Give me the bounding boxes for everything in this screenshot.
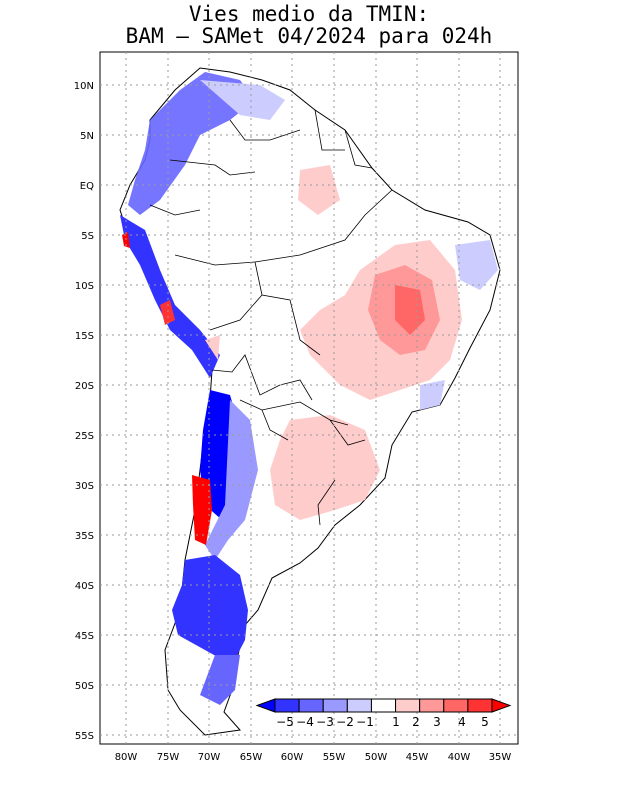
map-title-line2: BAM – SAMet 04/2024 para 024h: [125, 24, 493, 48]
colorbar-label: −5: [276, 715, 294, 729]
lat-label: 40S: [75, 581, 94, 592]
colorbar-cell: [395, 698, 421, 713]
colorbar-cell: [274, 698, 300, 713]
cold-bias-areas: [120, 72, 498, 705]
colorbar-label: 2: [412, 715, 420, 729]
lon-label: 75W: [157, 752, 180, 763]
lon-label: 45W: [406, 752, 429, 763]
lat-label: 25S: [75, 431, 94, 442]
warm-bias-areas: [122, 165, 462, 545]
colorbar-label: −3: [316, 715, 334, 729]
colorbar-label: 4: [458, 715, 466, 729]
country-borders: [149, 109, 393, 526]
lat-label: 5S: [81, 231, 94, 242]
lon-label: 60W: [281, 752, 304, 763]
lon-label: 70W: [198, 752, 221, 763]
colorbar-label: −1: [356, 715, 374, 729]
colorbar: −5 −4 −3 −2 −1 1 2 3 4 5: [255, 698, 512, 729]
colorbar-cell: [467, 698, 493, 713]
colorbar-label: −2: [336, 715, 354, 729]
colorbar-cell: [322, 698, 348, 713]
lon-label: 40W: [448, 752, 471, 763]
lon-label: 35W: [489, 752, 512, 763]
lon-label: 80W: [115, 752, 138, 763]
lat-label: 45S: [75, 631, 94, 642]
lat-label: 50S: [75, 681, 94, 692]
colorbar-cell: [419, 698, 445, 713]
lat-label: 10N: [74, 81, 94, 92]
colorbar-label: −4: [296, 715, 314, 729]
lat-label: 20S: [75, 381, 94, 392]
latitude-labels: 10N 5N EQ 5S 10S 15S 20S 25S 30S 35S 40S…: [74, 81, 94, 742]
lat-label: EQ: [80, 181, 94, 192]
map-graticule: [100, 52, 518, 744]
colorbar-cell: [443, 698, 469, 713]
lat-label: 10S: [75, 281, 94, 292]
lat-label: 30S: [75, 481, 94, 492]
colorbar-cell: [346, 698, 372, 713]
colorbar-label: 3: [433, 715, 441, 729]
colorbar-cell: [370, 698, 397, 713]
lat-label: 15S: [75, 331, 94, 342]
map-title-line1: Vies medio da TMIN:: [188, 2, 430, 26]
colorbar-label: 1: [392, 715, 400, 729]
lat-label: 55S: [75, 731, 94, 742]
lon-label: 55W: [323, 752, 346, 763]
lat-label: 35S: [75, 531, 94, 542]
colorbar-cell: [298, 698, 324, 713]
lon-label: 50W: [365, 752, 388, 763]
colorbar-cell: [491, 698, 512, 713]
colorbar-label: 5: [481, 715, 489, 729]
lat-label: 5N: [80, 131, 94, 142]
lon-label: 65W: [240, 752, 263, 763]
longitude-labels: 80W 75W 70W 65W 60W 55W 50W 45W 40W 35W: [115, 752, 512, 763]
